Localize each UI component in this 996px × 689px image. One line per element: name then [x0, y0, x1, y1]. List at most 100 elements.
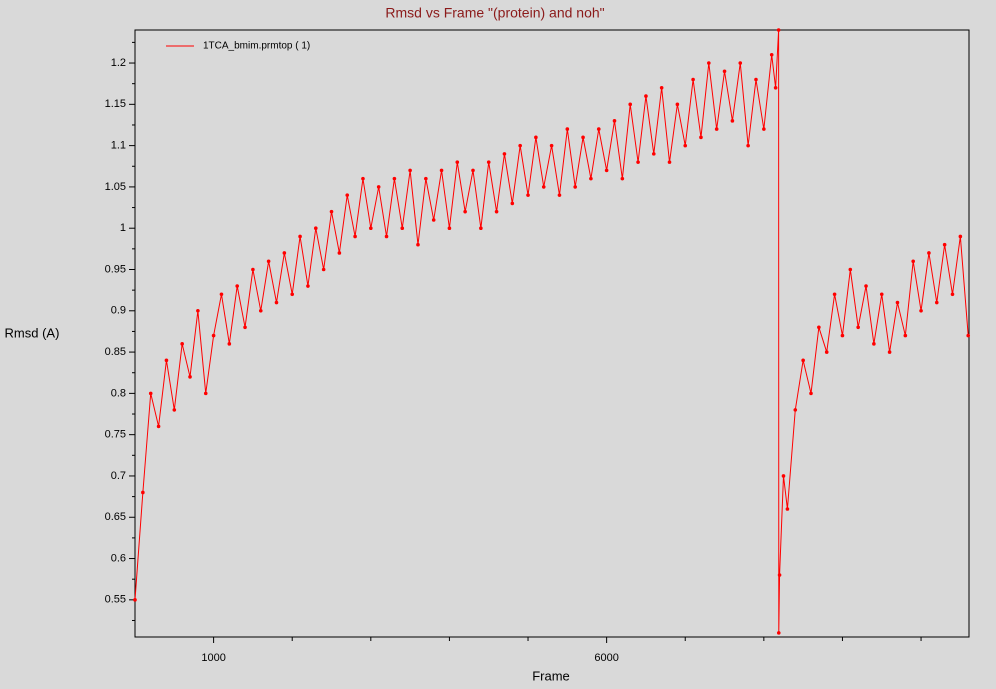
- data-point: [494, 209, 499, 214]
- data-point: [203, 391, 208, 396]
- data-point: [683, 143, 688, 148]
- data-point: [251, 267, 255, 272]
- data-point: [934, 300, 939, 305]
- y-tick-label: 0.9: [111, 305, 126, 317]
- y-tick-label: 0.55: [105, 594, 126, 606]
- plot-frame: [134, 29, 970, 638]
- data-point: [927, 251, 931, 255]
- data-point: [776, 631, 781, 635]
- data-point: [776, 28, 781, 32]
- data-point: [707, 61, 711, 65]
- data-point: [950, 292, 955, 297]
- data-point: [282, 251, 287, 255]
- data-point: [321, 267, 326, 272]
- data-point: [879, 292, 884, 297]
- data-point: [589, 176, 593, 181]
- data-point: [196, 308, 200, 313]
- data-point: [762, 127, 766, 131]
- data-point: [809, 391, 813, 396]
- data-point: [290, 292, 295, 297]
- y-tick-label: 1.1: [111, 140, 126, 152]
- data-point: [887, 350, 892, 354]
- data-point: [769, 52, 774, 57]
- data-point: [447, 226, 452, 231]
- data-point: [534, 135, 538, 140]
- y-tick-label: 1.15: [105, 98, 126, 110]
- data-point: [211, 333, 216, 338]
- data-point: [235, 284, 239, 288]
- data-point: [431, 218, 436, 222]
- data-point: [439, 168, 444, 173]
- data-point: [848, 267, 853, 272]
- data-point: [659, 86, 664, 90]
- data-point: [384, 234, 389, 239]
- data-point: [274, 300, 279, 305]
- data-point: [141, 490, 145, 495]
- y-tick-label: 0.75: [105, 429, 126, 441]
- y-tick-label: 1.05: [105, 181, 126, 193]
- data-point: [699, 135, 703, 140]
- data-point: [620, 176, 625, 181]
- data-point: [785, 507, 790, 511]
- data-point: [376, 185, 381, 189]
- data-point: [777, 573, 782, 577]
- data-point: [337, 251, 342, 255]
- x-axis-label: Frame: [532, 668, 570, 683]
- data-point: [455, 160, 460, 164]
- data-point: [644, 94, 648, 98]
- data-point: [392, 176, 397, 181]
- data-point: [416, 242, 420, 247]
- data-point: [801, 358, 805, 363]
- data-point: [164, 358, 169, 363]
- data-point: [549, 143, 554, 148]
- data-point: [817, 325, 821, 330]
- data-point: [266, 259, 271, 264]
- data-point: [675, 102, 680, 107]
- data-point: [541, 185, 546, 189]
- data-point: [510, 201, 515, 206]
- data-point: [400, 226, 405, 231]
- data-point: [306, 284, 310, 288]
- data-point: [148, 391, 153, 396]
- data-point: [180, 342, 184, 346]
- data-point: [754, 77, 758, 82]
- data-point: [832, 292, 837, 297]
- data-point: [840, 333, 845, 338]
- data-point: [604, 168, 609, 173]
- data-point: [424, 176, 428, 181]
- data-point: [714, 127, 719, 131]
- data-point: [479, 226, 483, 231]
- data-point: [911, 259, 915, 264]
- y-tick-label: 0.8: [111, 387, 126, 399]
- data-point: [730, 119, 735, 123]
- x-tick-label: 6000: [594, 652, 618, 664]
- data-point: [361, 176, 365, 181]
- data-point: [526, 193, 530, 197]
- y-tick-label: 1.2: [111, 57, 126, 69]
- y-tick-label: 0.6: [111, 552, 126, 564]
- data-point: [298, 234, 302, 239]
- data-point: [581, 135, 585, 140]
- chart-title: Rmsd vs Frame "(protein) and noh": [385, 5, 604, 21]
- y-tick-label: 0.65: [105, 511, 126, 523]
- data-point: [738, 61, 743, 65]
- data-point: [691, 77, 695, 82]
- data-point: [408, 168, 412, 173]
- y-tick-label: 1: [120, 222, 126, 234]
- data-point: [345, 193, 350, 197]
- data-point: [486, 160, 491, 164]
- data-point: [156, 424, 161, 429]
- data-point: [219, 292, 224, 297]
- data-point: [258, 308, 263, 313]
- data-point: [227, 342, 232, 346]
- data-point: [313, 226, 318, 231]
- data-point: [722, 69, 727, 74]
- data-point: [856, 325, 860, 330]
- data-point: [636, 160, 640, 164]
- data-point: [667, 160, 672, 164]
- data-point: [329, 209, 334, 214]
- data-point: [958, 234, 963, 239]
- data-point: [188, 375, 192, 379]
